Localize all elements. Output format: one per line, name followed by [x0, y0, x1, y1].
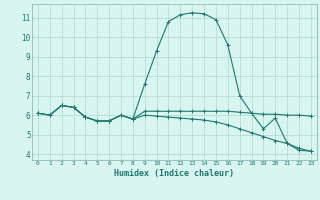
X-axis label: Humidex (Indice chaleur): Humidex (Indice chaleur): [115, 169, 234, 178]
